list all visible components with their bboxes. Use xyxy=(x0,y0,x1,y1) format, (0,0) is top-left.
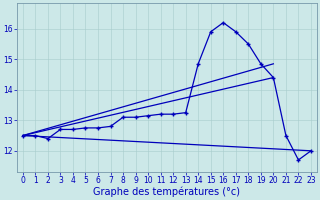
X-axis label: Graphe des températures (°c): Graphe des températures (°c) xyxy=(93,187,240,197)
